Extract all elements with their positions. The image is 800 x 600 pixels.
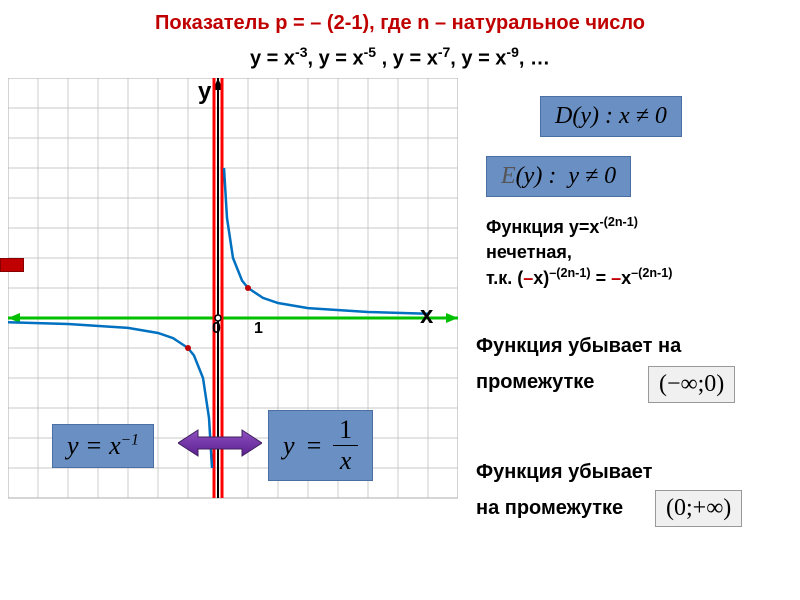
formula-y-x-minus1: y = x−1 (52, 424, 154, 468)
title-prefix: Показатель р = – (2 (155, 12, 345, 34)
formula-domain: D(y) : x ≠ 0 (540, 96, 682, 137)
red-tab-decoration (0, 258, 24, 272)
subtitle: у = х-3, у = х-5 , у = х-7, у = х-9, … (250, 44, 550, 71)
purple-double-arrow-icon (178, 428, 262, 458)
interval-pos-infinity: (0;+∞) (655, 490, 742, 527)
text-odd-function: Функция у=х-(2n-1) нечетная, т.к. (–х)–(… (486, 214, 796, 292)
axis-label-one: 1 (254, 320, 263, 338)
title-suffix: -1), где n – натуральное число (345, 12, 645, 34)
title: Показатель р = – (2-1), где n – натураль… (155, 12, 645, 35)
text-decreasing-2: Функция убывает на промежутке (476, 458, 652, 522)
axis-label-y: у (198, 78, 211, 106)
formula-y-1-over-x: y = 1 x (268, 410, 373, 481)
formula-range: E(y) : y ≠ 0 (486, 156, 631, 197)
axis-label-zero: 0 (212, 320, 221, 338)
axis-label-x: х (420, 302, 433, 330)
interval-neg-infinity: (−∞;0) (648, 366, 735, 403)
